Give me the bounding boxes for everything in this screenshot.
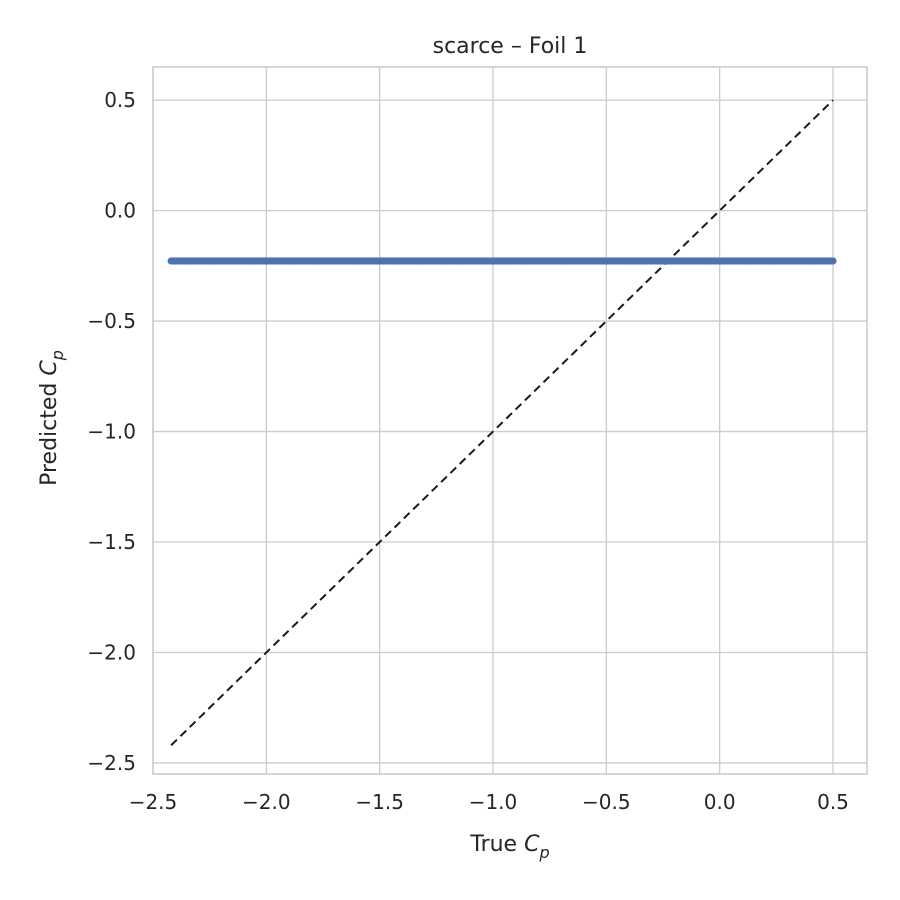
x-tick-label: 0.0	[704, 790, 736, 814]
y-tick-label: −1.5	[87, 530, 136, 554]
y-axis-label-var: C	[37, 360, 62, 376]
x-tick-label: −0.5	[582, 790, 631, 814]
y-tick-label: 0.5	[104, 88, 136, 112]
identity-reference-line	[170, 99, 834, 746]
x-tick-label: −1.5	[355, 790, 404, 814]
data-point	[829, 257, 837, 265]
y-axis-label-sub: p	[48, 350, 67, 361]
y-tick-labels: −2.5 −2.0 −1.5 −1.0 −0.5 0.0 0.5	[87, 88, 136, 775]
grid	[152, 67, 867, 774]
x-tick-label: −2.5	[129, 790, 178, 814]
x-tick-labels: −2.5 −2.0 −1.5 −1.0 −0.5 0.0 0.5	[129, 790, 849, 814]
data-points	[167, 257, 837, 265]
x-axis-label-main: True	[469, 832, 524, 857]
x-tick-label: 0.5	[817, 790, 849, 814]
y-tick-label: −1.0	[87, 420, 136, 444]
chart-title: scarce – Foil 1	[433, 34, 588, 59]
x-axis-label-sub: p	[538, 843, 549, 862]
plot-frame	[152, 66, 868, 775]
x-axis-label-var: C	[524, 832, 540, 857]
y-tick-label: −2.0	[87, 640, 136, 664]
y-axis-label-main: Predicted	[37, 376, 62, 486]
x-tick-label: −1.0	[469, 790, 518, 814]
y-tick-label: −0.5	[87, 309, 136, 333]
y-tick-label: −2.5	[87, 751, 136, 775]
x-axis-label: True Cp	[469, 832, 549, 862]
y-axis-label: Predicted Cp	[37, 350, 67, 486]
y-tick-label: 0.0	[104, 199, 136, 223]
x-tick-label: −2.0	[242, 790, 291, 814]
